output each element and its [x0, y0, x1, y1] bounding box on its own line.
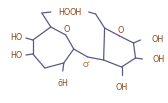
- Text: O: O: [64, 25, 70, 33]
- Text: HO: HO: [10, 50, 22, 60]
- Text: HO: HO: [10, 33, 22, 43]
- Text: O: O: [117, 26, 124, 35]
- Text: OH: OH: [69, 8, 82, 16]
- Text: ŏH: ŏH: [57, 79, 68, 88]
- Text: OH: OH: [152, 54, 165, 64]
- Text: Oʼ: Oʼ: [83, 62, 91, 68]
- Text: OH: OH: [115, 83, 128, 92]
- Text: HO: HO: [58, 8, 70, 16]
- Text: OH: OH: [151, 35, 164, 43]
